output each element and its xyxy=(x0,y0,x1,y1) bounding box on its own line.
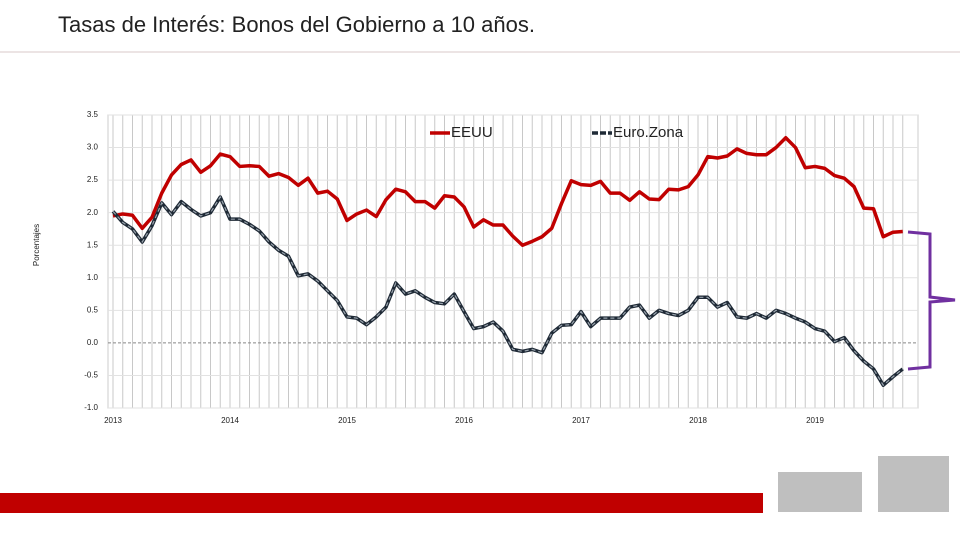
footer-bar xyxy=(0,493,763,513)
y-tick-label: 0.5 xyxy=(87,305,99,314)
bracket xyxy=(907,230,956,371)
y-tick-label: 2.0 xyxy=(87,208,99,217)
y-tick-label: 0.0 xyxy=(87,338,99,347)
y-tick-label: -1.0 xyxy=(84,403,98,412)
y-axis-label: Porcentajes xyxy=(32,224,41,266)
y-tick-label: 3.0 xyxy=(87,143,99,152)
x-tick-label: 2015 xyxy=(338,416,356,425)
x-tick-label: 2014 xyxy=(221,416,239,425)
y-tick-label: 1.5 xyxy=(87,240,99,249)
marks xyxy=(111,136,904,387)
y-tick-label: 1.0 xyxy=(87,273,99,282)
x-tick-label: 2019 xyxy=(806,416,824,425)
footer-box xyxy=(776,470,864,514)
x-tick-label: 2013 xyxy=(104,416,122,425)
series-line-dash xyxy=(112,195,904,387)
footer-box xyxy=(876,454,951,514)
y-tick-label: -0.5 xyxy=(84,371,98,380)
chart-title: Tasas de Interés: Bonos del Gobierno a 1… xyxy=(58,12,535,37)
legend-label: Euro.Zona xyxy=(613,124,684,141)
x-tick-label: 2018 xyxy=(689,416,707,425)
x-tick-label: 2017 xyxy=(572,416,590,425)
y-tick-label: 2.5 xyxy=(87,175,99,184)
series-line xyxy=(112,136,903,247)
x-tick-label: 2016 xyxy=(455,416,473,425)
y-tick-label: 3.5 xyxy=(87,110,99,119)
legend-label: EEUU xyxy=(451,124,493,141)
